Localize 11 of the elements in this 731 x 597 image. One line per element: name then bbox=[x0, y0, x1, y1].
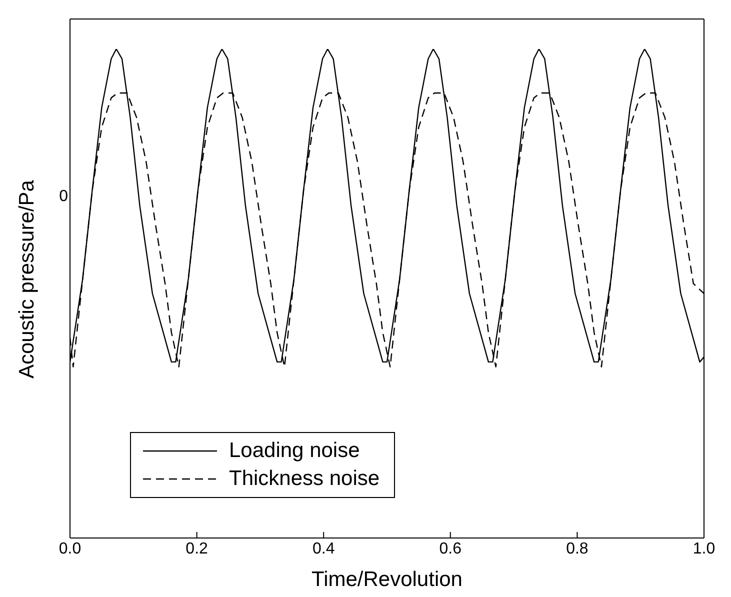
x-tick-label: 0.2 bbox=[186, 540, 208, 558]
text: 0 bbox=[58, 187, 68, 207]
x-axis-title: Time/Revolution bbox=[312, 568, 462, 591]
x-tick-label: 0.6 bbox=[439, 540, 462, 558]
x-tick-label: 1.0 bbox=[692, 540, 716, 558]
legend-label: Loading noise bbox=[229, 438, 360, 464]
y-axis-title: Acoustic pressure/Pa bbox=[15, 180, 38, 378]
x-tick-label: 0.4 bbox=[312, 540, 335, 558]
x-tick-label: 0.8 bbox=[566, 540, 588, 558]
legend-label: Thickness noise bbox=[229, 466, 380, 492]
x-tick-label: 0.0 bbox=[58, 540, 82, 558]
